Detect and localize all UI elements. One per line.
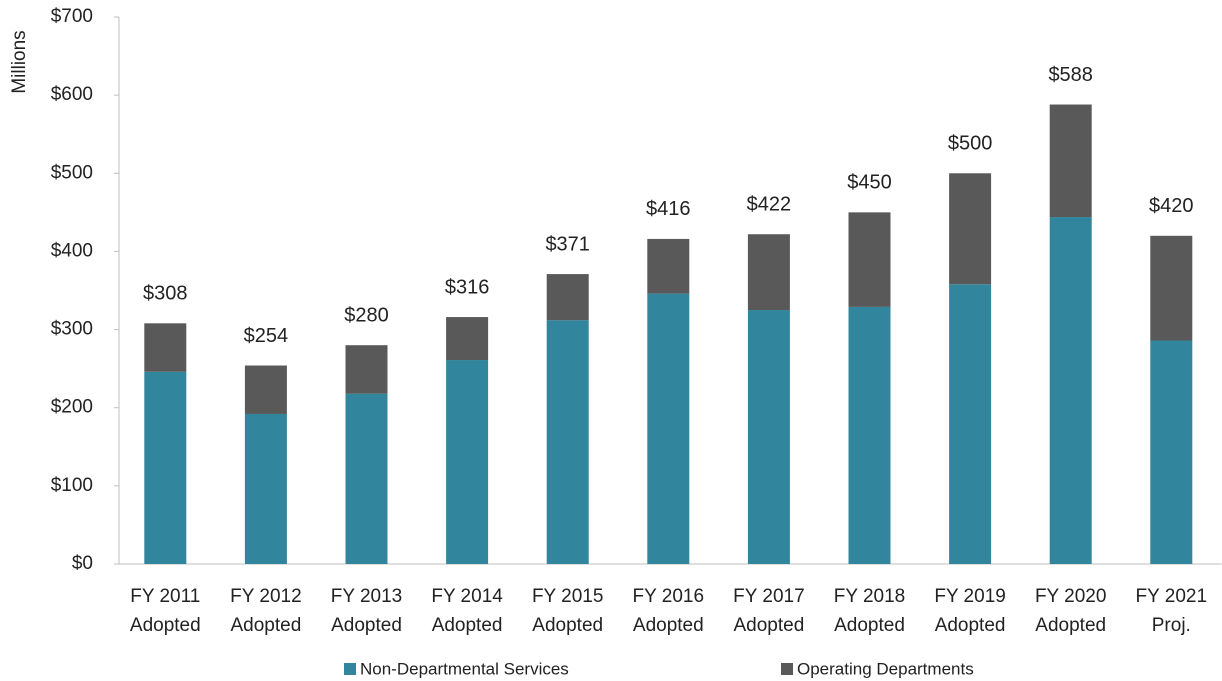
bar-segment [546, 274, 589, 321]
y-tick-label: $600 [51, 84, 93, 105]
x-tick-label: FY 2017 [733, 586, 804, 607]
y-tick-label: $400 [51, 240, 93, 261]
bar-segment [949, 284, 992, 564]
x-tick-label: Adopted [935, 615, 1006, 636]
x-tick-label: Adopted [834, 615, 905, 636]
y-tick-label: $200 [51, 397, 93, 418]
bar-segment [747, 234, 790, 311]
legend-label: Non-Departmental Services [360, 659, 569, 678]
y-axis-label: Millions [9, 30, 30, 93]
bar-segment [647, 293, 690, 564]
bar-segment [949, 173, 992, 285]
x-tick-label: Adopted [130, 615, 201, 636]
y-tick-label: $500 [51, 162, 93, 183]
x-tick-label: Adopted [231, 615, 302, 636]
legend-label: Operating Departments [797, 659, 974, 678]
x-tick-label: FY 2020 [1035, 586, 1106, 607]
bar-segment [345, 345, 388, 394]
x-tick-label: FY 2015 [532, 586, 603, 607]
x-tick-label: Adopted [532, 615, 603, 636]
y-tick-label: $300 [51, 319, 93, 340]
x-tick-label: Adopted [633, 615, 704, 636]
total-label: $308 [143, 283, 188, 305]
legend-swatch [781, 663, 793, 675]
legend-swatch [344, 663, 356, 675]
bar-segment [1150, 235, 1193, 341]
total-label: $422 [747, 194, 792, 216]
x-tick-label: Adopted [734, 615, 805, 636]
bar-segment [647, 238, 690, 294]
x-tick-label: FY 2011 [130, 586, 200, 607]
bar-segment [244, 413, 287, 564]
x-tick-label: FY 2021 [1136, 586, 1207, 607]
x-tick-label: Adopted [1035, 615, 1106, 636]
x-tick-label: FY 2019 [934, 586, 1005, 607]
x-tick-label: Proj. [1152, 615, 1191, 636]
total-label: $450 [847, 172, 892, 194]
y-tick-label: $700 [51, 6, 93, 27]
bar-segment [446, 317, 489, 361]
total-label: $420 [1149, 195, 1194, 217]
total-label: $280 [344, 304, 389, 326]
bar-segment [848, 306, 891, 564]
bar-segment [144, 371, 187, 564]
bar-segment [848, 212, 891, 307]
x-tick-label: FY 2018 [834, 586, 905, 607]
total-label: $254 [244, 325, 289, 347]
x-tick-label: Adopted [432, 615, 503, 636]
total-label: $500 [948, 133, 993, 155]
bar-segment [345, 393, 388, 564]
y-tick-label: $0 [72, 553, 93, 574]
x-tick-label: FY 2013 [331, 586, 402, 607]
bar-segment [1049, 217, 1092, 564]
bar-segment [1150, 340, 1193, 564]
x-tick-label: FY 2012 [230, 586, 301, 607]
bar-segment [244, 365, 287, 414]
x-tick-label: FY 2016 [633, 586, 704, 607]
total-label: $316 [445, 276, 490, 298]
y-tick-label: $100 [51, 475, 93, 496]
bar-segment [747, 310, 790, 564]
total-label: $588 [1048, 64, 1093, 86]
x-tick-label: Adopted [331, 615, 402, 636]
bar-segment [546, 320, 589, 564]
x-tick-label: FY 2014 [431, 586, 503, 607]
bar-segment [144, 323, 187, 372]
bar-segment [446, 360, 489, 564]
total-label: $416 [646, 198, 691, 220]
total-label: $371 [545, 233, 590, 255]
bar-segment [1049, 104, 1092, 218]
